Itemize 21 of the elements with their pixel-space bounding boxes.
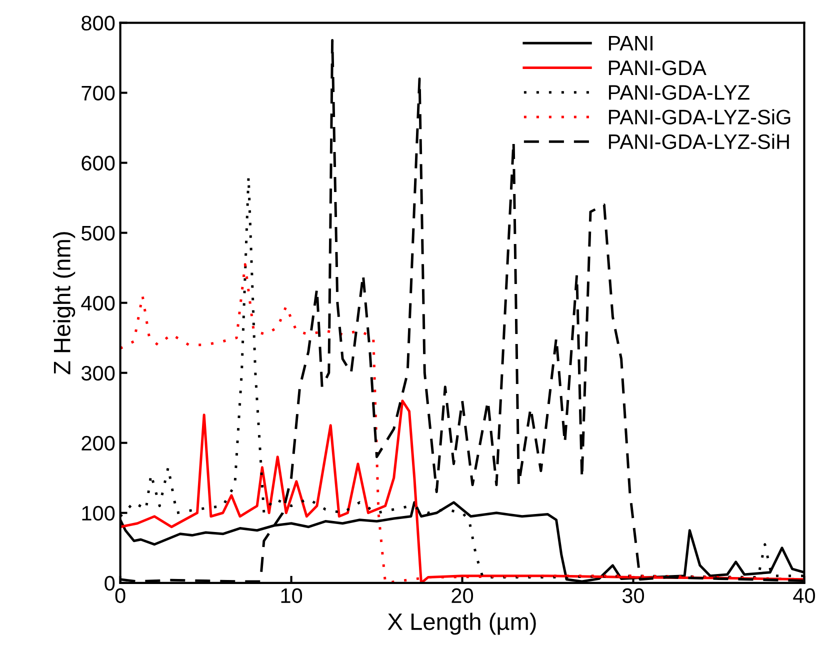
y-axis-title: Z Height (nm) (53, 232, 76, 374)
y-tick-label: 800 (82, 16, 115, 31)
y-tick-label: 100 (82, 506, 115, 521)
x-tick-label: 0 (115, 588, 126, 604)
legend-label: PANI-GDA-LYZ-SiH (608, 134, 789, 150)
y-tick-label: 600 (82, 156, 115, 171)
legend-label: PANI (608, 36, 652, 50)
x-tick-label: 40 (793, 588, 815, 604)
x-axis-title: X Length (µm) (388, 612, 536, 635)
x-tick-label: 10 (281, 588, 302, 604)
legend-label: PANI-GDA-LYZ (608, 85, 750, 100)
legend-label: PANI-GDA-LYZ-SiG (608, 109, 790, 124)
legend-label: PANI-GDA (608, 60, 706, 76)
y-tick-label: 400 (81, 296, 115, 311)
y-tick-label: 300 (81, 366, 115, 381)
y-tick-label: 700 (82, 86, 115, 101)
y-tick-label: 200 (82, 436, 115, 451)
y-tick-label: 0 (104, 576, 115, 591)
x-tick-label: 30 (622, 588, 644, 604)
y-tick-label: 500 (82, 226, 115, 241)
x-tick-label: 20 (452, 588, 474, 604)
